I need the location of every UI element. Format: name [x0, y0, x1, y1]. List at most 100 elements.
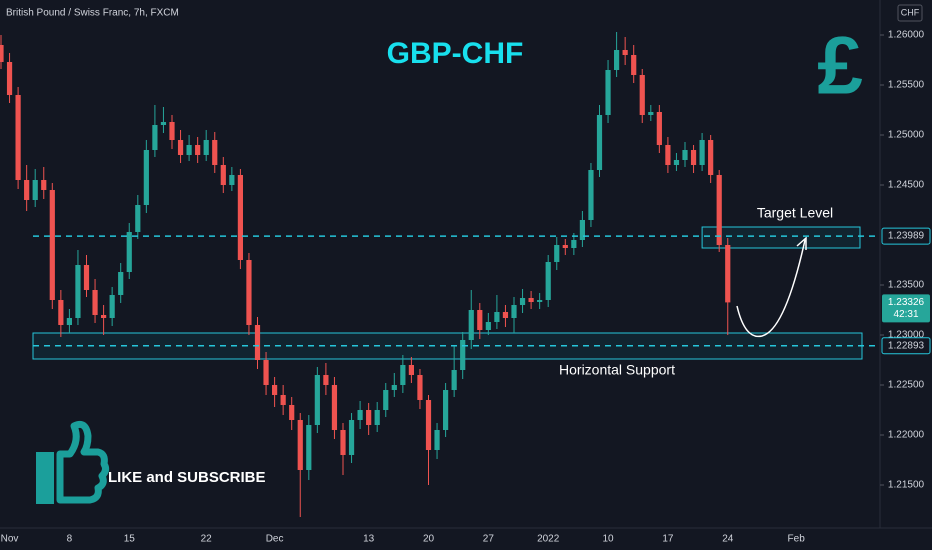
- candle-body: [519, 298, 526, 305]
- level-tag: [881, 337, 931, 355]
- zone-label: Target Level: [757, 205, 833, 221]
- candle-body: [366, 410, 372, 425]
- candle-body: [0, 45, 4, 62]
- x-tick-label: Dec: [266, 534, 284, 545]
- thumb-hand: [56, 420, 110, 504]
- level-label: 1.23989: [888, 231, 925, 242]
- x-tick-label: 8: [67, 534, 73, 545]
- candle-body: [417, 375, 423, 400]
- candle-body: [725, 245, 731, 303]
- x-tick-label: 27: [483, 534, 495, 545]
- candle-body: [135, 205, 141, 232]
- candle-body: [528, 298, 534, 302]
- candle-body: [58, 300, 64, 325]
- y-tick-label: 1.21500: [888, 480, 925, 491]
- currency[interactable]: CHF: [901, 7, 920, 17]
- zone-label: Horizontal Support: [559, 362, 675, 378]
- candle-body: [169, 122, 175, 140]
- candle-body: [468, 310, 474, 340]
- candle-body: [66, 318, 72, 325]
- candle-body: [682, 150, 688, 160]
- candle-body: [716, 175, 722, 245]
- chart-title: GBP-CHF: [387, 37, 524, 70]
- candle-body: [494, 312, 500, 322]
- level-tag: [881, 227, 931, 245]
- candle-body: [434, 430, 440, 450]
- thumb-cuff: [36, 452, 54, 504]
- y-tick-label: 1.24500: [888, 180, 925, 191]
- candle-body: [331, 385, 338, 430]
- thumbs-up-icon: [36, 420, 110, 504]
- candle-body: [306, 425, 312, 470]
- candle-body: [673, 160, 680, 165]
- candle-body: [254, 325, 261, 360]
- candle-body: [160, 122, 167, 125]
- candle-body: [605, 70, 611, 115]
- candle-body: [272, 385, 278, 395]
- candle-body: [400, 365, 406, 385]
- x-tick-label: Feb: [788, 534, 806, 545]
- candle-body: [32, 180, 38, 200]
- last-price-label: 1.23326: [888, 297, 925, 308]
- candle-body: [229, 175, 235, 185]
- y-tick-label: 1.23000: [888, 330, 925, 341]
- candle-body: [383, 390, 389, 410]
- candle-body: [614, 50, 620, 70]
- candle-body: [297, 420, 303, 470]
- candle-body: [109, 295, 115, 318]
- candle-body: [443, 390, 449, 430]
- candle-body: [49, 190, 55, 300]
- x-tick-label: 17: [662, 534, 674, 545]
- candle-body: [554, 245, 560, 262]
- x-tick-label: 15: [124, 534, 136, 545]
- candle-body: [41, 180, 47, 190]
- zone: [701, 226, 861, 249]
- candle-body: [340, 430, 346, 455]
- candle-body: [571, 240, 577, 248]
- candle-body: [118, 272, 124, 295]
- candle-body: [280, 395, 286, 405]
- y-tick-label: 1.23500: [888, 280, 925, 291]
- y-tick-label: 1.22500: [888, 380, 925, 391]
- candle-body: [237, 175, 243, 260]
- candle-body: [126, 232, 132, 272]
- candle-body: [143, 150, 149, 205]
- candle-body: [596, 115, 603, 170]
- candle-body: [101, 315, 107, 318]
- candle-body: [92, 290, 98, 315]
- candle-body: [631, 55, 637, 75]
- call-to-action: LIKE and SUBSCRIBE: [108, 469, 266, 486]
- x-tick-label: 22: [201, 534, 213, 545]
- zone: [32, 332, 863, 360]
- candle-body: [502, 312, 509, 318]
- candle-body: [656, 112, 662, 145]
- candle-body: [579, 220, 585, 240]
- candle-body: [639, 75, 645, 115]
- candle-body: [511, 305, 517, 318]
- y-tick-label: 1.25500: [888, 80, 925, 91]
- x-tick-label: 13: [363, 534, 375, 545]
- candle-body: [289, 405, 295, 420]
- currency-box[interactable]: [897, 4, 923, 22]
- candle-body: [263, 360, 269, 385]
- candle-body: [699, 140, 705, 165]
- candle-body: [588, 170, 594, 220]
- last-price-tag: [882, 294, 930, 323]
- candle-body: [408, 365, 414, 375]
- candle-body: [374, 410, 380, 425]
- candle-body: [323, 375, 329, 385]
- pound-badge: £: [817, 21, 863, 112]
- candle-body: [357, 410, 363, 420]
- candle-body: [537, 300, 543, 302]
- candle-body: [348, 420, 355, 455]
- candle-body: [477, 310, 483, 330]
- candle-body: [562, 245, 568, 248]
- x-tick-label: 2022: [537, 534, 560, 545]
- x-tick-label: Nov: [1, 534, 19, 545]
- x-tick-label: 24: [722, 534, 734, 545]
- x-tick-label: 10: [602, 534, 614, 545]
- plot-area: [0, 32, 863, 517]
- candle-body: [24, 180, 30, 200]
